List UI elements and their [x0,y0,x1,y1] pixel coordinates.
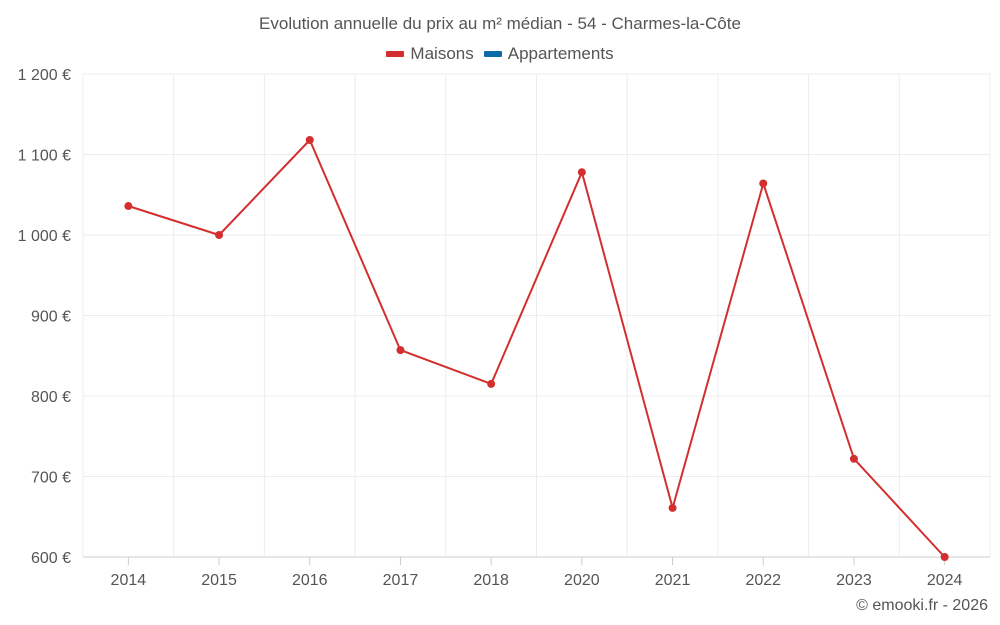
x-tick-label: 2021 [655,572,691,589]
data-point [668,503,677,512]
legend-label-maisons: Maisons [410,44,474,63]
data-point [487,379,496,388]
x-tick-label: 2020 [564,572,600,589]
x-tick-label: 2016 [292,572,328,589]
x-tick-label: 2017 [383,572,419,589]
data-point [849,454,858,463]
y-tick-label: 800 € [31,389,71,406]
data-point [305,136,314,145]
y-tick-label: 1 100 € [18,148,71,165]
data-point [215,231,224,239]
y-tick-label: 700 € [31,470,71,487]
x-tick-label: 2024 [927,572,963,589]
y-tick-label: 1 200 € [18,67,71,84]
data-point [759,179,768,188]
y-tick-label: 1 000 € [18,228,71,245]
chart-title: Evolution annuelle du prix au m² médian … [259,14,741,33]
y-tick-label: 600 € [31,550,71,567]
legend-swatch-maisons [386,51,405,57]
y-tick-label: 900 € [31,309,71,326]
legend-label-appartements: Appartements [507,44,614,63]
series-line-maisons [127,139,946,558]
x-tick-label: 2018 [473,572,509,589]
legend-swatch-appartements [483,51,502,57]
credit-text: © emooki.fr - 2026 [856,597,988,614]
data-point [396,346,405,355]
legend: Maisons Appartements [0,44,1000,64]
legend-item-maisons[interactable]: Maisons [386,44,474,64]
x-tick-label: 2023 [836,572,872,589]
legend-item-appartements[interactable]: Appartements [483,44,614,64]
x-tick-label: 2014 [111,572,147,589]
x-tick-label: 2022 [745,572,781,589]
data-point [940,553,949,561]
x-tick-label: 2015 [201,572,237,589]
data-point [124,202,133,211]
data-point [577,168,586,177]
